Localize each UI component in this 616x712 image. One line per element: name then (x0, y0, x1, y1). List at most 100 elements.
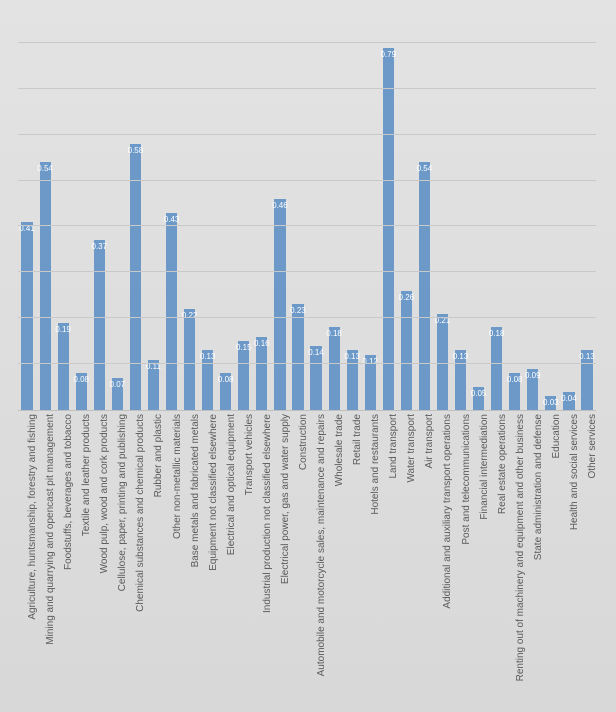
bar-slot: 0.46 (271, 20, 289, 410)
bar-value-label: 0.54 (37, 164, 53, 173)
x-label-slot: Land transport (379, 414, 397, 694)
x-label-slot: Other services (578, 414, 596, 694)
bar: 0.37 (94, 240, 105, 410)
bar-value-label: 0.05 (471, 389, 487, 398)
gridline (18, 225, 596, 226)
bar-slot: 0.54 (36, 20, 54, 410)
bar-slot: 0.23 (289, 20, 307, 410)
bar-slot: 0.13 (199, 20, 217, 410)
x-label-slot: Water transport (397, 414, 415, 694)
x-label-slot: Real estate operations (488, 414, 506, 694)
gridline (18, 88, 596, 89)
bar: 0.58 (130, 144, 141, 410)
bar-value-label: 0.54 (417, 164, 433, 173)
bar-value-label: 0.12 (362, 357, 378, 366)
x-label-slot: Rubber and plastic (144, 414, 162, 694)
gridline (18, 317, 596, 318)
bar-slot: 0.08 (506, 20, 524, 410)
bar-value-label: 0.04 (561, 394, 577, 403)
bar-slot: 0.05 (470, 20, 488, 410)
bar: 0.18 (491, 327, 502, 410)
bar-value-label: 0.15 (236, 343, 252, 352)
bar-value-label: 0.22 (182, 311, 198, 320)
bar: 0.09 (527, 369, 538, 410)
bar-slot: 0.13 (343, 20, 361, 410)
x-label-slot: Foodstuffs, beverages and tobacco (54, 414, 72, 694)
x-label-slot: Textile and leather products (72, 414, 90, 694)
gridline (18, 134, 596, 135)
bar-slot: 0.19 (54, 20, 72, 410)
bar: 0.08 (76, 373, 87, 410)
bar: 0.13 (455, 350, 466, 410)
bar-slot: 0.04 (560, 20, 578, 410)
x-axis-label: Other services (587, 414, 598, 478)
bars-group: 0.41 0.54 0.19 0.08 0.370.070.58 0.11 0.43 0.22… (18, 20, 596, 410)
bar: 0.43 (166, 213, 177, 410)
bar: 0.19 (58, 323, 69, 410)
bar-slot: 0.79 (379, 20, 397, 410)
bar-slot: 0.41 (18, 20, 36, 410)
bar-value-label: 0.08 (507, 375, 523, 384)
bar: 0.04 (563, 392, 574, 410)
bar-value-label: 0.46 (272, 201, 288, 210)
x-label-slot: Industrial production not classified els… (253, 414, 271, 694)
bar-slot: 0.07 (108, 20, 126, 410)
x-label-slot: Construction (289, 414, 307, 694)
bar-slot: 0.22 (181, 20, 199, 410)
x-label-slot: Financial intermediation (470, 414, 488, 694)
bar-value-label: 0.26 (399, 293, 415, 302)
bar: 0.13 (581, 350, 592, 410)
bar-slot: 0.58 (126, 20, 144, 410)
bar: 0.11 (148, 360, 159, 410)
bar-slot: 0.16 (253, 20, 271, 410)
x-label-slot: Agriculture, huntsmanship, forestry and … (18, 414, 36, 694)
bar-value-label: 0.18 (326, 329, 342, 338)
bar: 0.08 (220, 373, 231, 410)
x-label-slot: Transport vehicles (235, 414, 253, 694)
x-label-slot: Electrical and optical equipment (217, 414, 235, 694)
bar-value-label: 0.03 (543, 398, 559, 407)
x-label-slot: Automobile and motorcycle sales, mainten… (307, 414, 325, 694)
bar-slot: 0.15 (235, 20, 253, 410)
bar-slot: 0.11 (144, 20, 162, 410)
bar: 0.03 (545, 396, 556, 410)
bar-slot: 0.14 (307, 20, 325, 410)
bar: 0.13 (347, 350, 358, 410)
bar-value-label: 0.14 (308, 348, 324, 357)
gridline (18, 363, 596, 364)
bar-value-label: 0.13 (344, 352, 360, 361)
x-label-slot: Mining and quarrying and opencast pit ma… (36, 414, 54, 694)
bar-value-label: 0.16 (254, 339, 270, 348)
bar-value-label: 0.37 (91, 242, 107, 251)
bar: 0.21 (437, 314, 448, 410)
bar-value-label: 0.18 (489, 329, 505, 338)
bar-slot: 0.54 (415, 20, 433, 410)
bar-slot: 0.21 (433, 20, 451, 410)
x-label-slot: Base metals and fabricated metals (181, 414, 199, 694)
bar: 0.23 (292, 304, 303, 410)
bar-value-label: 0.79 (380, 50, 396, 59)
bar: 0.54 (40, 162, 51, 410)
bar-value-label: 0.13 (579, 352, 595, 361)
x-axis-labels: Agriculture, huntsmanship, forestry and … (18, 414, 596, 694)
x-label-slot: Chemical substances and chemical product… (126, 414, 144, 694)
bar: 0.26 (401, 291, 412, 410)
bar-value-label: 0.13 (200, 352, 216, 361)
gridline (18, 180, 596, 181)
x-label-slot: Electrical power, gas and water supply (271, 414, 289, 694)
x-label-slot: Health and social services (560, 414, 578, 694)
bar-slot: 0.13 (452, 20, 470, 410)
bar-value-label: 0.58 (128, 146, 144, 155)
bar-chart: 0.41 0.54 0.19 0.08 0.370.070.58 0.11 0.43 0.22… (0, 0, 616, 712)
bar-value-label: 0.19 (55, 325, 71, 334)
bar: 0.41 (21, 222, 32, 410)
bar-slot: 0.37 (90, 20, 108, 410)
x-label-slot: Air transport (415, 414, 433, 694)
bar: 0.13 (202, 350, 213, 410)
x-label-slot: Other non-metallic materials (163, 414, 181, 694)
bar: 0.18 (329, 327, 340, 410)
bar-slot: 0.08 (217, 20, 235, 410)
gridline (18, 271, 596, 272)
bar: 0.46 (274, 199, 285, 410)
bar: 0.54 (419, 162, 430, 410)
